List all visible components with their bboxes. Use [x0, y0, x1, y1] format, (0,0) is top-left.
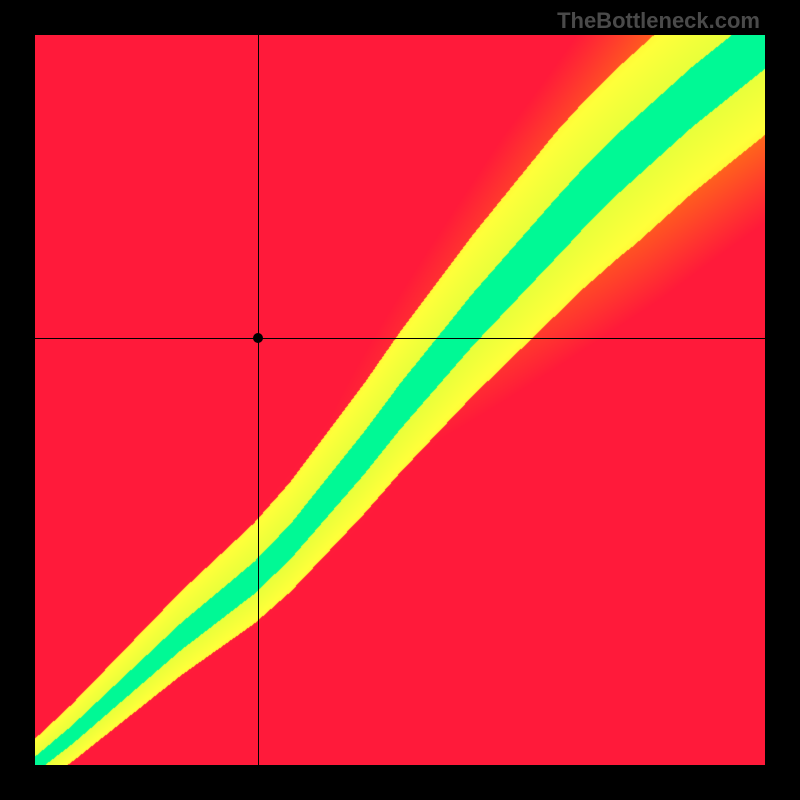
marker-dot	[253, 333, 263, 343]
crosshair-vertical	[258, 35, 259, 765]
watermark-text: TheBottleneck.com	[557, 8, 760, 34]
crosshair-horizontal	[35, 338, 765, 339]
heatmap-canvas	[35, 35, 765, 765]
heatmap-plot	[35, 35, 765, 765]
